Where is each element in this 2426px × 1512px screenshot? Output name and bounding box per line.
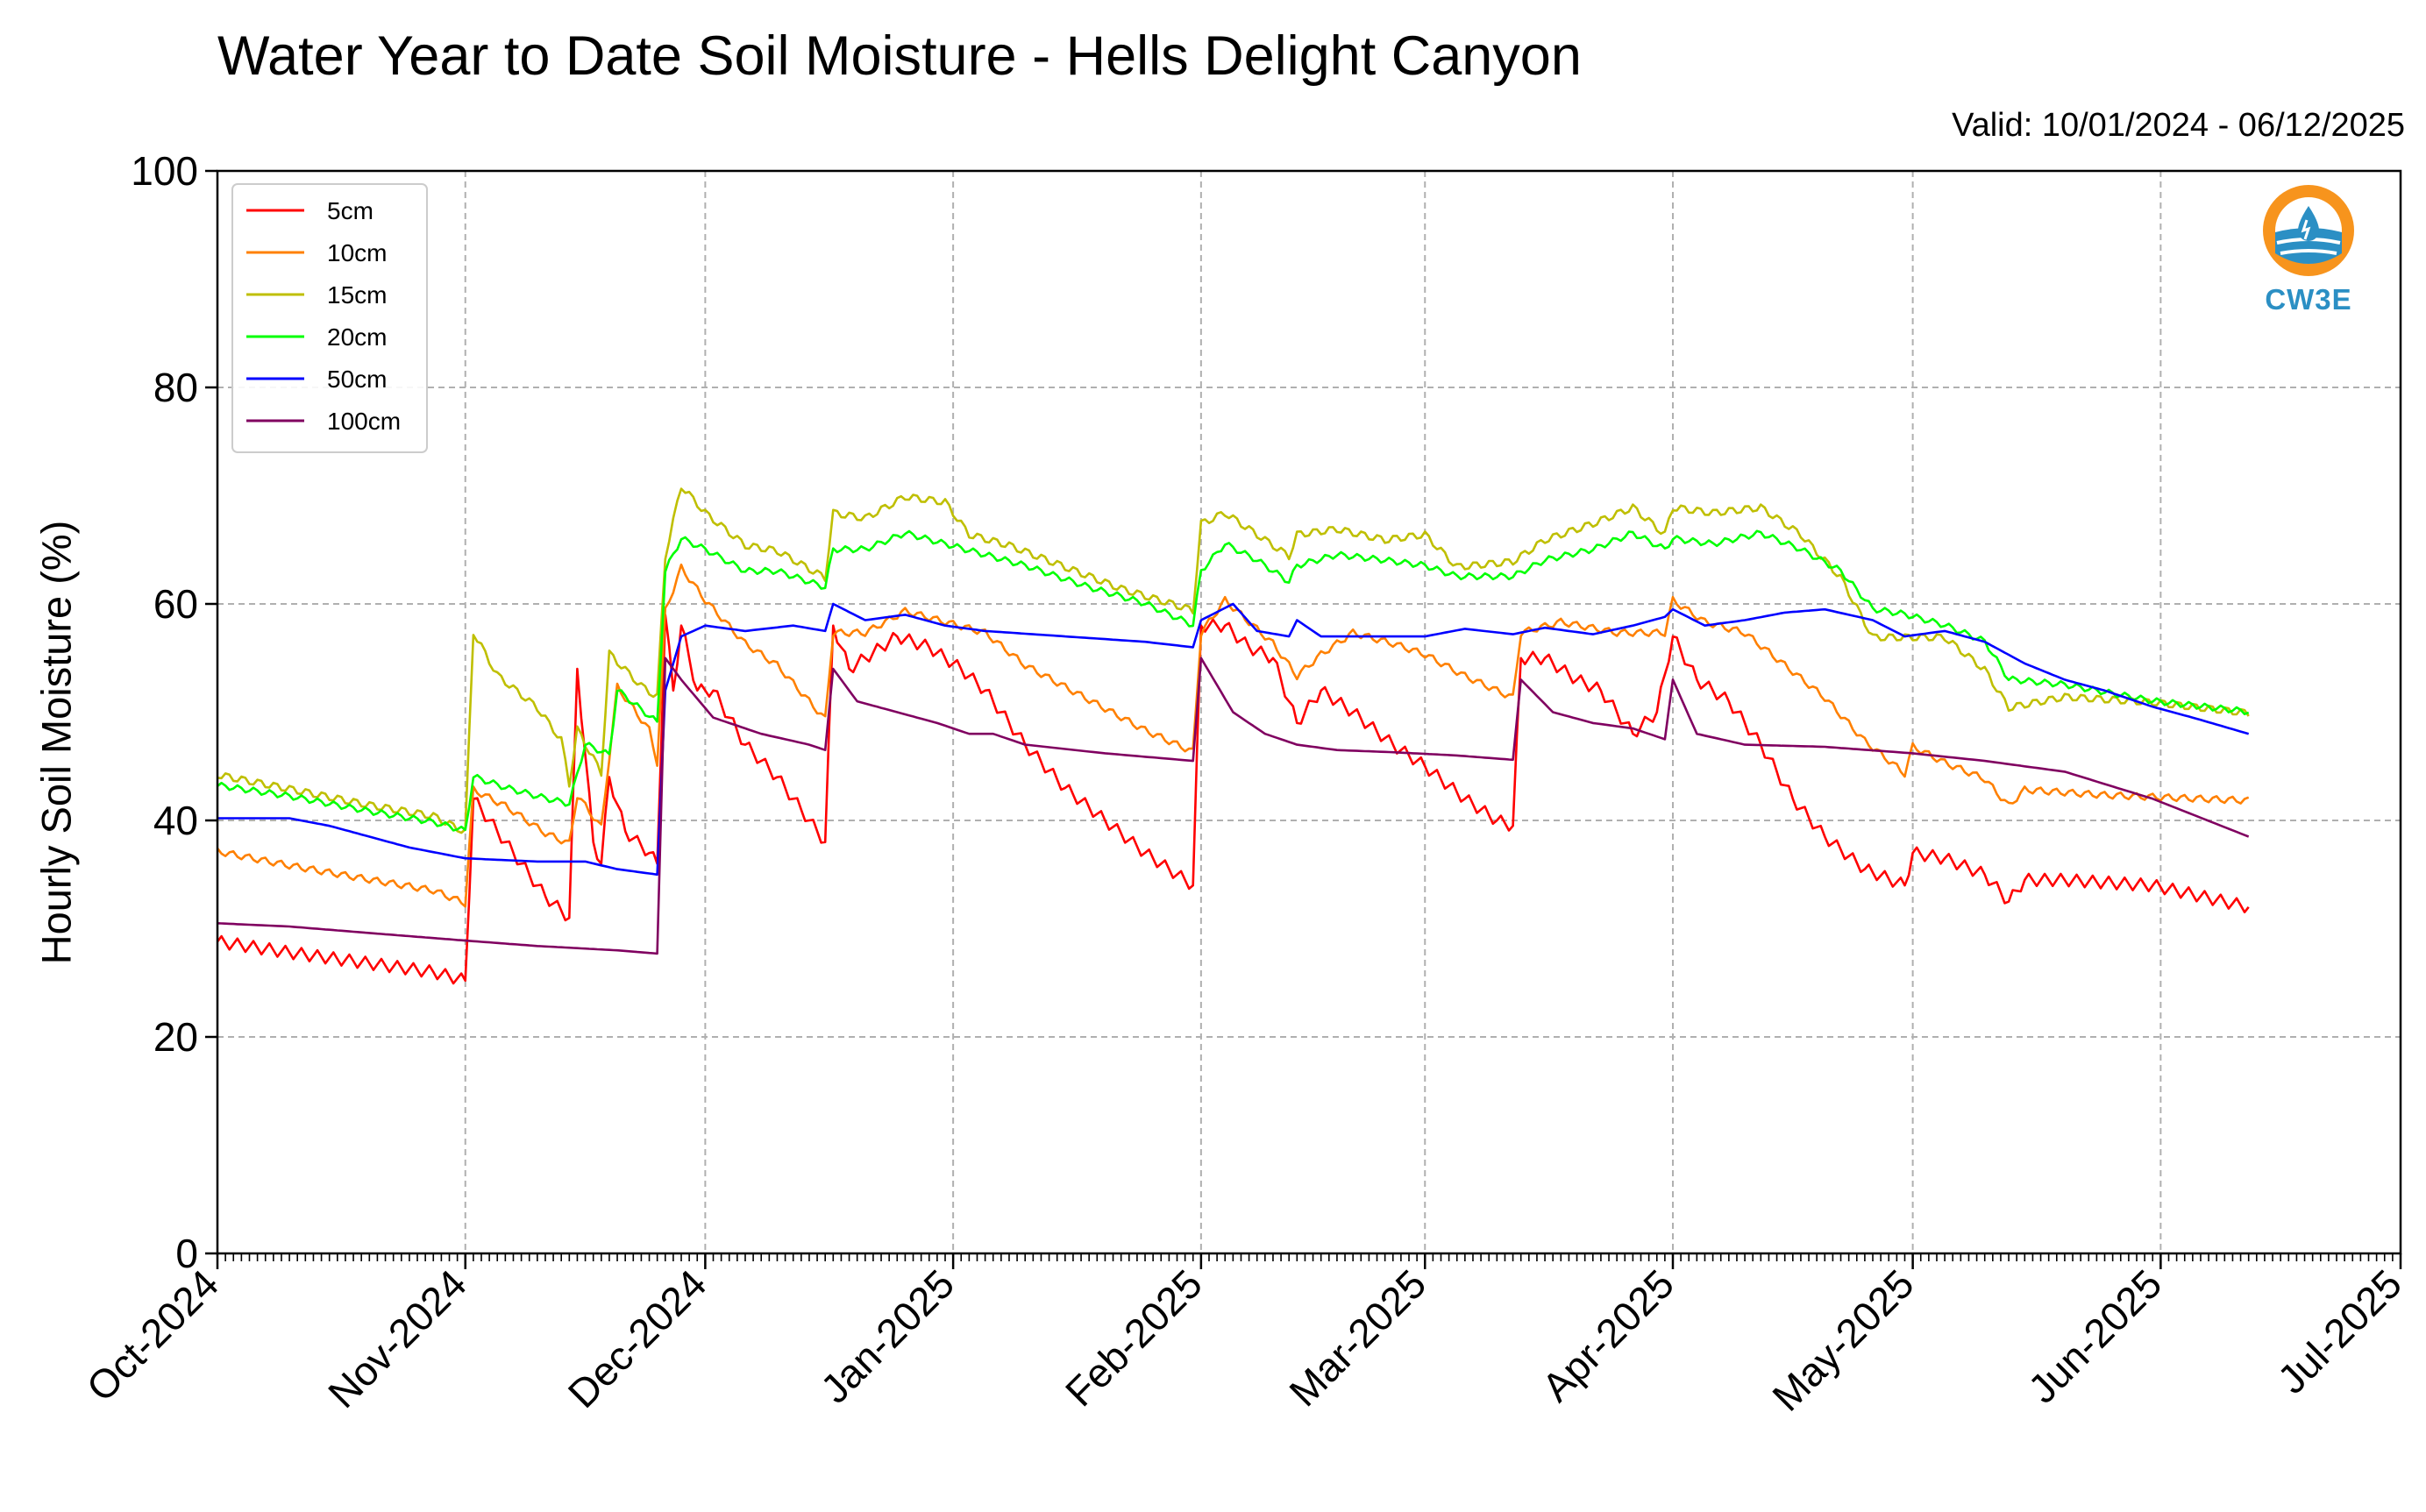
plot-frame — [216, 169, 2402, 1255]
x-tick-label: Feb-2025 — [1056, 1260, 1211, 1415]
x-tick-label: May-2025 — [1763, 1260, 1922, 1419]
x-tick-label: Jun-2025 — [2019, 1260, 2170, 1411]
series-line-100cm — [217, 657, 2250, 955]
chart-title: Water Year to Date Soil Moisture - Hells… — [217, 25, 1582, 87]
x-tick-label: Jul-2025 — [2269, 1260, 2411, 1402]
x-tick-label: Dec-2024 — [559, 1260, 715, 1416]
cw3e-logo: CW3E — [2249, 180, 2368, 320]
y-tick-label: 100 — [131, 148, 198, 194]
y-tick-label: 60 — [153, 581, 198, 627]
x-tick-label: Nov-2024 — [319, 1260, 475, 1416]
series-line-15cm — [217, 487, 2250, 834]
valid-date-range: Valid: 10/01/2024 - 06/12/2025 — [1952, 107, 2405, 144]
series-line-10cm — [216, 563, 2250, 908]
legend-label-20cm: 20cm — [327, 323, 387, 351]
x-tick-label: Jan-2025 — [812, 1260, 963, 1411]
water-drop-icon — [2263, 185, 2354, 276]
y-tick-label: 80 — [153, 365, 198, 410]
series-line-50cm — [217, 602, 2250, 877]
legend-label-100cm: 100cm — [327, 408, 401, 435]
legend-label-10cm: 10cm — [327, 239, 387, 266]
x-tick-label: Oct-2024 — [78, 1260, 228, 1410]
logo-text: CW3E — [2265, 283, 2352, 316]
legend-label-5cm: 5cm — [327, 197, 374, 224]
y-tick-label: 20 — [153, 1014, 198, 1060]
y-tick-label: 40 — [153, 798, 198, 843]
x-tick-label: Mar-2025 — [1280, 1260, 1434, 1415]
series-line-20cm — [217, 529, 2250, 832]
legend-label-15cm: 15cm — [327, 281, 387, 309]
legend-label-50cm: 50cm — [327, 366, 387, 393]
series-line-5cm — [216, 614, 2250, 985]
y-tick-label: 0 — [175, 1231, 198, 1276]
x-tick-label: Apr-2025 — [1533, 1260, 1683, 1410]
